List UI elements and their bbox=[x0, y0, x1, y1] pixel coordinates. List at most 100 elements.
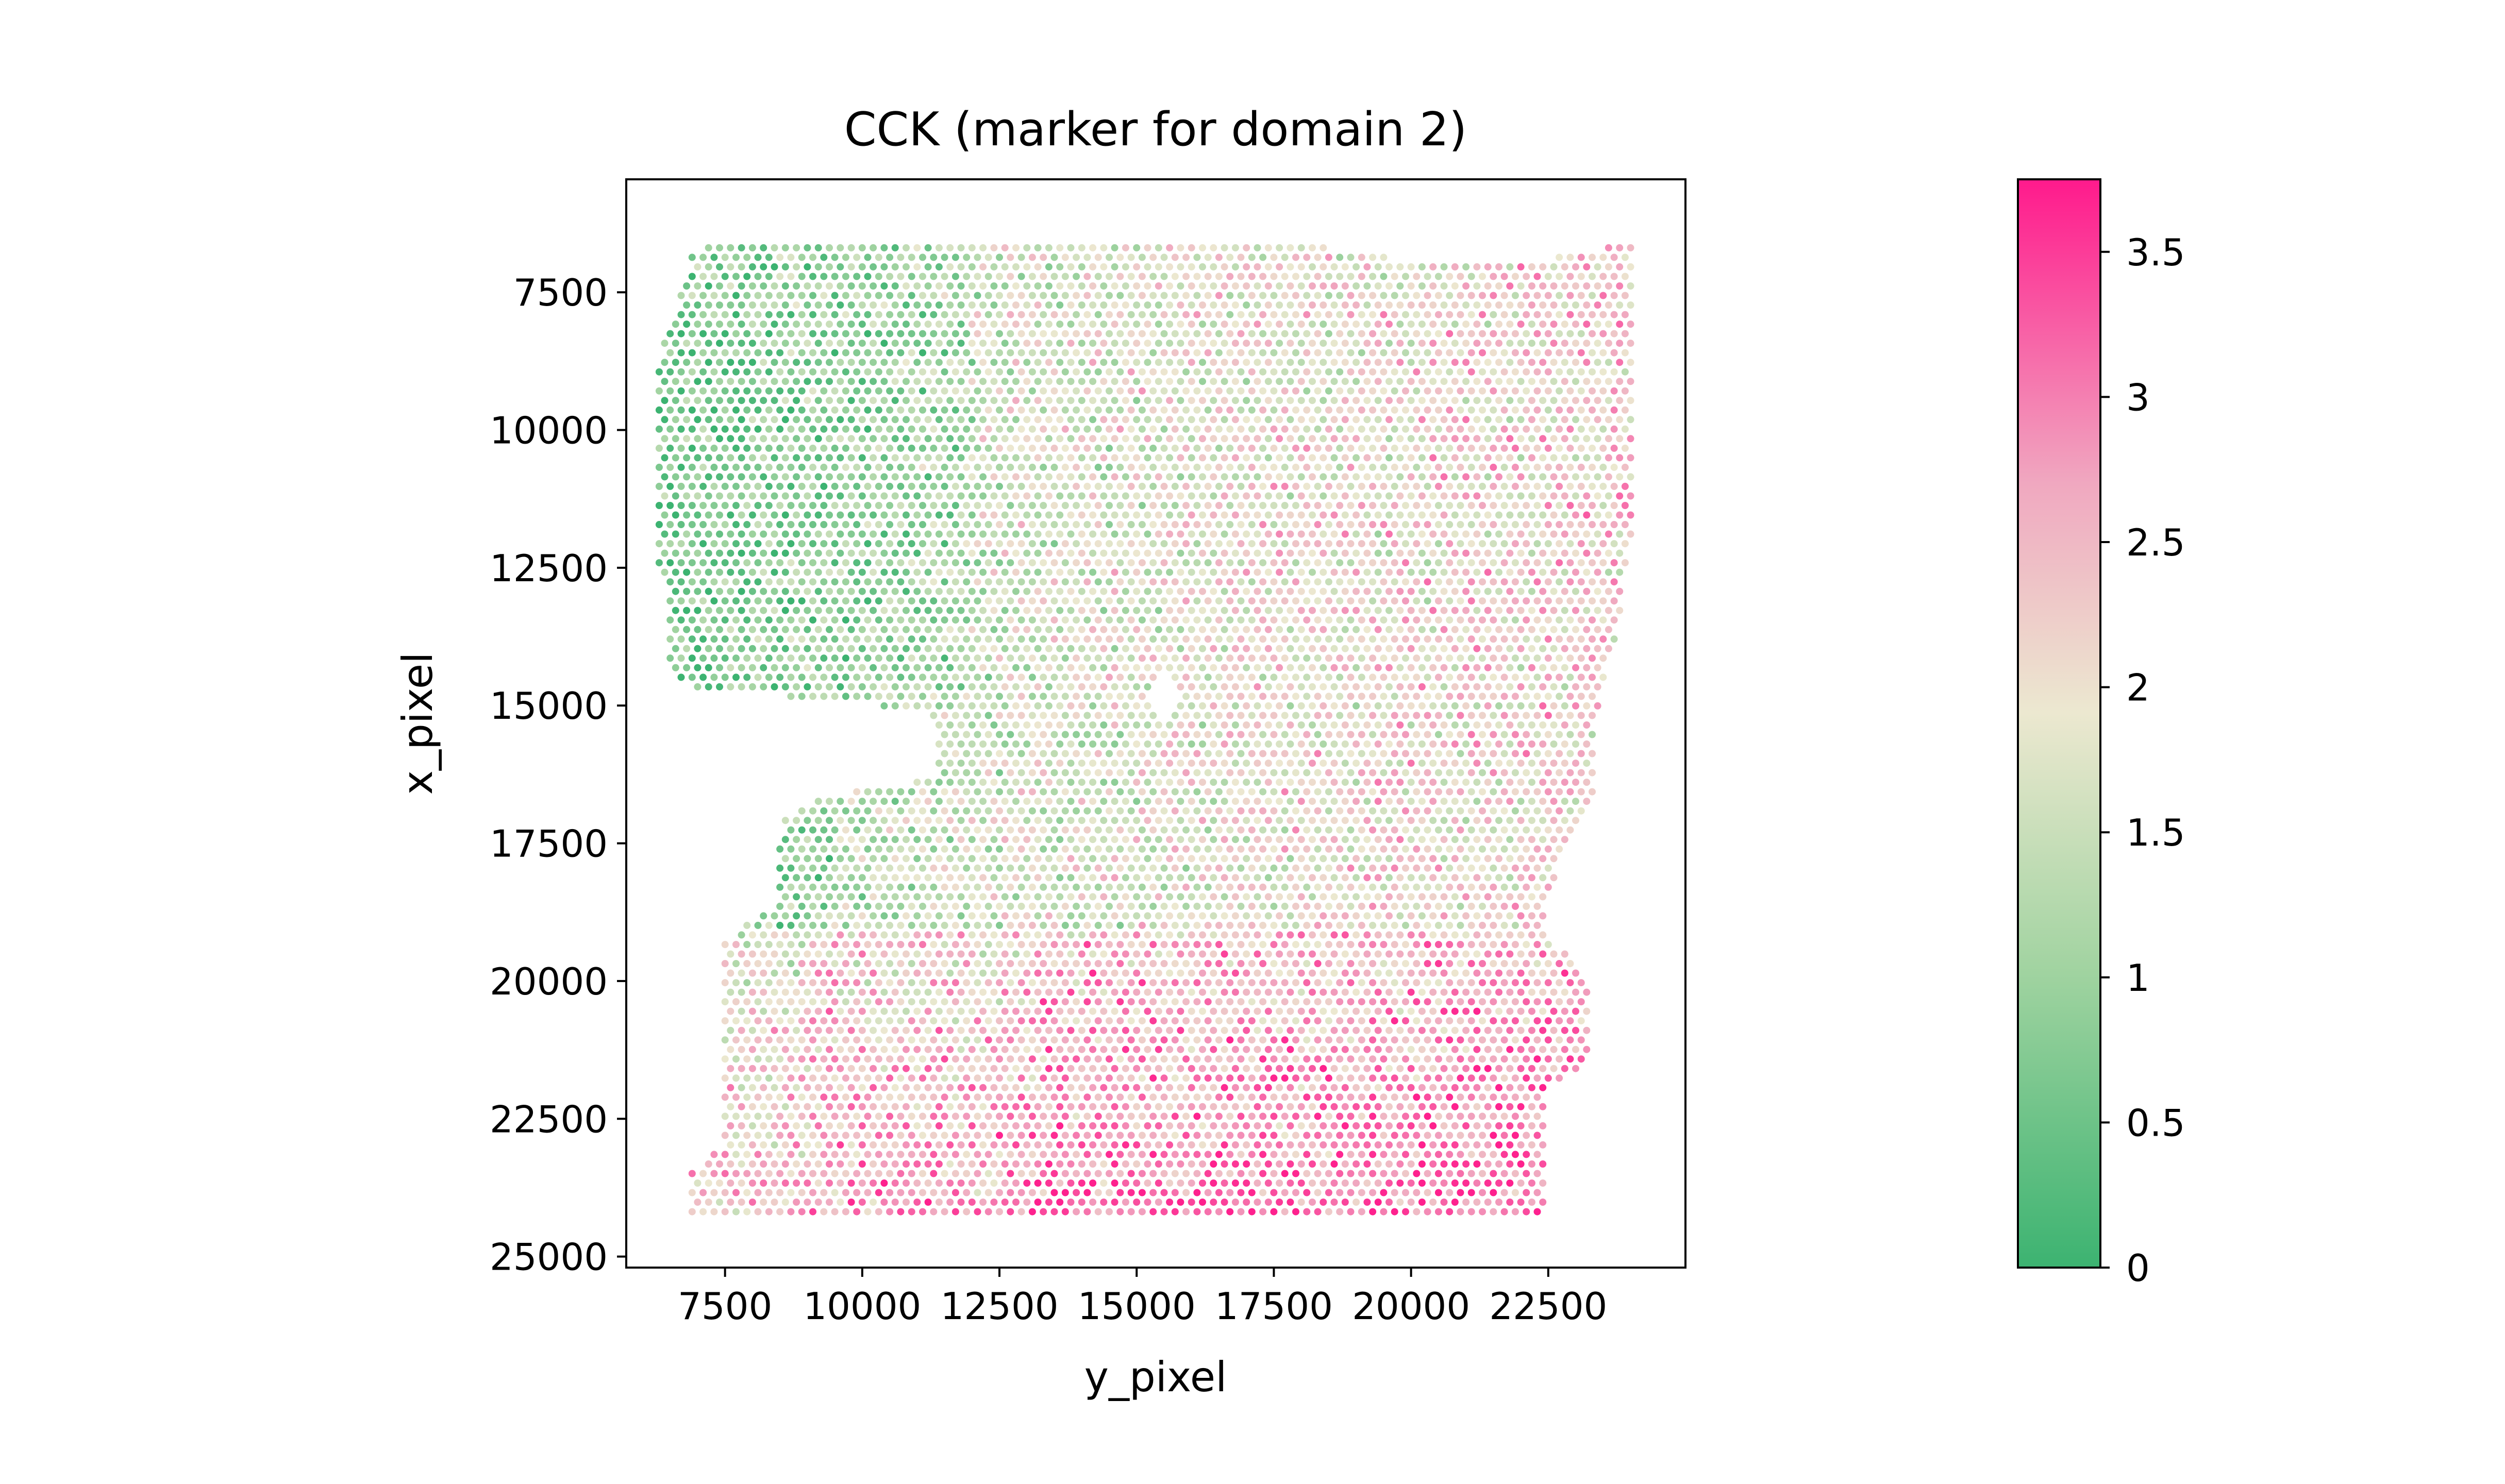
scatter-point bbox=[875, 597, 882, 605]
scatter-point bbox=[1627, 397, 1634, 404]
scatter-point bbox=[1083, 521, 1091, 528]
scatter-point bbox=[1363, 798, 1371, 805]
scatter-point bbox=[1413, 616, 1421, 624]
scatter-point bbox=[1462, 378, 1470, 385]
scatter-point bbox=[913, 779, 921, 786]
scatter-point bbox=[1517, 721, 1525, 729]
scatter-point bbox=[1138, 330, 1146, 338]
scatter-point bbox=[1473, 798, 1481, 805]
scatter-point bbox=[1407, 416, 1415, 424]
scatter-point bbox=[738, 473, 745, 481]
scatter-point bbox=[1484, 760, 1492, 767]
scatter-point bbox=[1188, 798, 1195, 805]
scatter-point bbox=[1429, 779, 1437, 786]
scatter-point bbox=[903, 664, 910, 671]
scatter-point bbox=[1561, 263, 1568, 271]
scatter-point bbox=[1539, 530, 1547, 538]
scatter-point bbox=[1413, 425, 1421, 433]
scatter-point bbox=[814, 340, 822, 347]
scatter-point bbox=[1457, 273, 1464, 280]
scatter-point bbox=[1309, 492, 1316, 500]
scatter-point bbox=[1215, 502, 1223, 509]
scatter-point bbox=[1248, 712, 1256, 719]
scatter-point bbox=[1270, 311, 1278, 318]
scatter-point bbox=[1429, 435, 1437, 443]
scatter-point bbox=[694, 321, 702, 328]
scatter-point bbox=[880, 817, 888, 824]
scatter-point bbox=[1144, 760, 1151, 767]
scatter-point bbox=[814, 282, 822, 290]
scatter-point bbox=[1374, 817, 1382, 824]
scatter-point bbox=[1358, 578, 1365, 586]
scatter-point bbox=[1094, 540, 1102, 548]
scatter-point bbox=[1171, 788, 1179, 796]
scatter-point bbox=[1287, 492, 1294, 500]
scatter-point bbox=[1017, 654, 1025, 662]
scatter-point bbox=[1627, 473, 1634, 481]
scatter-point bbox=[886, 444, 894, 452]
scatter-point bbox=[1402, 540, 1409, 548]
scatter-point bbox=[1566, 311, 1574, 318]
scatter-point bbox=[793, 626, 800, 633]
scatter-point bbox=[1440, 492, 1448, 500]
scatter-point bbox=[666, 444, 674, 452]
scatter-point bbox=[990, 721, 998, 729]
scatter-point bbox=[1199, 817, 1206, 824]
scatter-point bbox=[661, 359, 669, 366]
scatter-point bbox=[1045, 378, 1053, 385]
scatter-point bbox=[1210, 263, 1217, 271]
scatter-point bbox=[1106, 463, 1113, 471]
scatter-point bbox=[732, 673, 740, 681]
scatter-point bbox=[1248, 559, 1256, 567]
scatter-point bbox=[941, 463, 948, 471]
scatter-point bbox=[1500, 616, 1508, 624]
scatter-point bbox=[1506, 587, 1514, 595]
scatter-point bbox=[1544, 444, 1552, 452]
scatter-point bbox=[1402, 368, 1409, 376]
scatter-point bbox=[1380, 788, 1388, 796]
scatter-point bbox=[1589, 712, 1596, 719]
scatter-point bbox=[699, 654, 707, 662]
scatter-point bbox=[1122, 435, 1129, 443]
scatter-point bbox=[1418, 568, 1426, 576]
scatter-point bbox=[732, 578, 740, 586]
scatter-point bbox=[924, 435, 932, 443]
scatter-point bbox=[1226, 482, 1234, 490]
scatter-point bbox=[1347, 311, 1355, 318]
scatter-point bbox=[1127, 673, 1135, 681]
scatter-point bbox=[1193, 673, 1201, 681]
scatter-point bbox=[748, 378, 756, 385]
scatter-point bbox=[837, 606, 844, 614]
scatter-point bbox=[677, 673, 685, 681]
scatter-point bbox=[1149, 444, 1157, 452]
scatter-point bbox=[1270, 807, 1278, 815]
scatter-point bbox=[1237, 292, 1245, 299]
scatter-point bbox=[814, 244, 822, 251]
scatter-point bbox=[781, 263, 789, 271]
scatter-point bbox=[1309, 721, 1316, 729]
scatter-point bbox=[1254, 301, 1261, 309]
scatter-point bbox=[1380, 578, 1388, 586]
scatter-point bbox=[1363, 683, 1371, 690]
scatter-point bbox=[1402, 578, 1409, 586]
scatter-point bbox=[913, 454, 921, 462]
scatter-point bbox=[1473, 702, 1481, 710]
scatter-point bbox=[1116, 731, 1124, 738]
scatter-point bbox=[886, 578, 894, 586]
scatter-point bbox=[716, 435, 723, 443]
scatter-point bbox=[1040, 425, 1047, 433]
scatter-point bbox=[1451, 817, 1459, 824]
scatter-point bbox=[1358, 349, 1365, 357]
scatter-point bbox=[1418, 664, 1426, 671]
scatter-point bbox=[1073, 502, 1080, 509]
scatter-point bbox=[930, 368, 938, 376]
scatter-point bbox=[1094, 597, 1102, 605]
scatter-point bbox=[793, 359, 800, 366]
scatter-point bbox=[886, 559, 894, 567]
scatter-point bbox=[1358, 311, 1365, 318]
scatter-point bbox=[1116, 578, 1124, 586]
scatter-point bbox=[935, 740, 943, 748]
scatter-point bbox=[1396, 645, 1404, 652]
scatter-point bbox=[1106, 712, 1113, 719]
scatter-point bbox=[1583, 721, 1591, 729]
